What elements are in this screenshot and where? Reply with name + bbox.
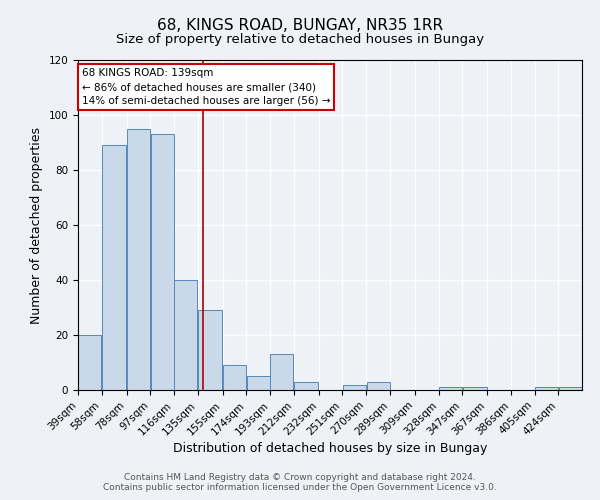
Text: Size of property relative to detached houses in Bungay: Size of property relative to detached ho… — [116, 32, 484, 46]
Bar — [79, 335, 101, 390]
Bar — [463, 387, 487, 390]
Text: 68 KINGS ROAD: 139sqm
← 86% of detached houses are smaller (340)
14% of semi-det: 68 KINGS ROAD: 139sqm ← 86% of detached … — [82, 68, 330, 106]
Bar — [151, 134, 174, 390]
Bar — [294, 382, 319, 390]
X-axis label: Distribution of detached houses by size in Bungay: Distribution of detached houses by size … — [173, 442, 487, 455]
Bar — [247, 376, 270, 390]
Bar — [343, 384, 366, 390]
Bar — [102, 145, 126, 390]
Bar — [223, 365, 246, 390]
Bar — [271, 354, 293, 390]
Bar — [198, 310, 223, 390]
Bar — [439, 387, 462, 390]
Bar — [559, 387, 581, 390]
Text: 68, KINGS ROAD, BUNGAY, NR35 1RR: 68, KINGS ROAD, BUNGAY, NR35 1RR — [157, 18, 443, 32]
Bar — [367, 382, 389, 390]
Y-axis label: Number of detached properties: Number of detached properties — [30, 126, 43, 324]
Bar — [127, 128, 150, 390]
Bar — [175, 280, 197, 390]
Text: Contains HM Land Registry data © Crown copyright and database right 2024.
Contai: Contains HM Land Registry data © Crown c… — [103, 473, 497, 492]
Bar — [535, 387, 558, 390]
